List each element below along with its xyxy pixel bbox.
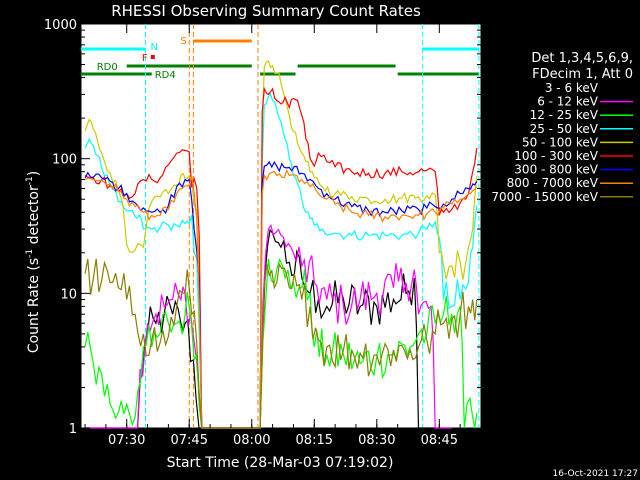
chart-title: RHESSI Observing Summary Count Rates xyxy=(111,2,421,20)
x-tick-label: 07:45 xyxy=(171,433,208,448)
saa-flag-label: S xyxy=(180,36,186,47)
legend-entry-label: 6 - 12 keV xyxy=(537,95,599,109)
series-line xyxy=(84,258,478,429)
series-line xyxy=(84,86,478,429)
rd4-flag-label: RD4 xyxy=(155,70,176,81)
y-tick-label: 100 xyxy=(52,153,77,168)
rd0-flag-label: RD0 xyxy=(97,62,118,73)
plot-area xyxy=(80,23,482,429)
flare-flag-label: F xyxy=(142,53,148,64)
series-layer xyxy=(84,60,478,429)
series-line xyxy=(85,223,452,429)
x-tick-label: 08:15 xyxy=(296,433,333,448)
night-flag-label: N xyxy=(150,42,157,53)
observing-flags: NF S RD0 RD4 xyxy=(81,24,480,428)
y-axis-label: Count Rate (s-1 detector-1) xyxy=(25,171,42,353)
legend-entry-label: 800 - 7000 keV xyxy=(507,176,599,190)
x-tick-label: 08:45 xyxy=(421,433,458,448)
y-label-part: detector xyxy=(26,185,42,249)
series-line xyxy=(84,168,478,429)
legend-entry-label: 50 - 100 keV xyxy=(522,135,599,149)
y-label-part: Count Rate (s xyxy=(26,258,42,353)
y-label-part: ) xyxy=(26,171,42,176)
axis-layer: 07:30 07:45 08:00 08:15 08:30 08:45 1 10 100 1000 xyxy=(44,18,481,448)
legend-entry-label: 25 - 50 keV xyxy=(530,122,599,136)
legend-entry-label: 7000 - 15000 keV xyxy=(491,190,598,204)
y-label-exponent: -1 xyxy=(25,176,35,185)
series-line xyxy=(84,257,478,429)
y-tick-label: 1000 xyxy=(44,18,77,33)
legend-entry-label: 300 - 800 keV xyxy=(514,163,598,177)
x-tick-label: 08:30 xyxy=(358,433,395,448)
x-tick-label: 08:00 xyxy=(233,433,270,448)
legend-entry-label: 12 - 25 keV xyxy=(530,108,599,122)
y-label-exponent: -1 xyxy=(25,249,35,258)
footer-date: 16-Oct-2021 17:27 xyxy=(553,469,638,479)
x-tick-label: 07:30 xyxy=(108,433,145,448)
x-axis-label: Start Time (28-Mar-03 07:19:02) xyxy=(167,455,394,471)
y-tick-label: 1 xyxy=(69,422,77,437)
legend-entry-label: 100 - 300 keV xyxy=(514,149,598,163)
series-line xyxy=(84,92,478,429)
flare-flag-marker xyxy=(150,55,155,59)
legend: Det 1,3,4,5,6,9, FDecim 1, Att 0 3 - 6 k… xyxy=(491,51,633,204)
legend-entry-label: 3 - 6 keV xyxy=(545,81,599,95)
series-line xyxy=(84,160,478,429)
y-tick-label: 10 xyxy=(60,287,77,302)
legend-header-line: FDecim 1, Att 0 xyxy=(532,67,633,82)
legend-header-line: Det 1,3,4,5,6,9, xyxy=(531,51,633,66)
